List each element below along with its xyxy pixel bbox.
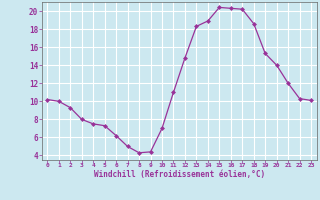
X-axis label: Windchill (Refroidissement éolien,°C): Windchill (Refroidissement éolien,°C)	[94, 170, 265, 179]
